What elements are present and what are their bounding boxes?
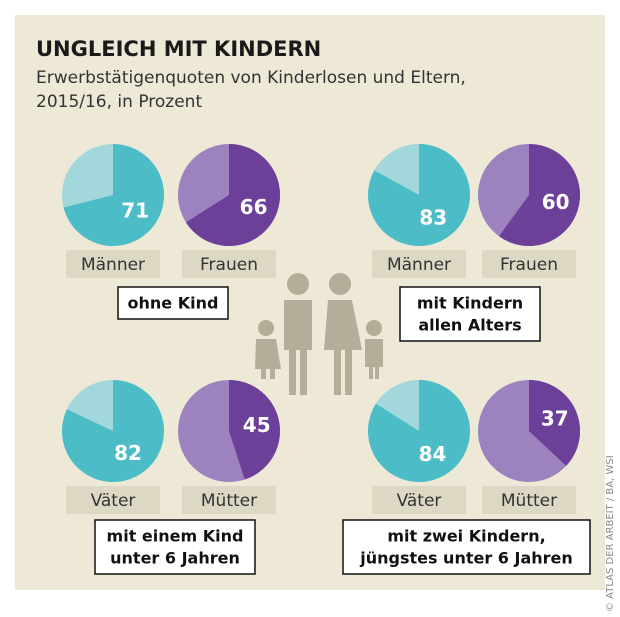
- value-label: 71: [121, 199, 149, 223]
- value-label: 82: [114, 441, 142, 465]
- pie-slice: [61, 380, 164, 482]
- pie-label: Väter: [397, 491, 442, 511]
- pie-slice: [185, 144, 280, 247]
- pie-slice: [368, 380, 471, 483]
- group-label: mit Kindern: [417, 294, 523, 313]
- pie-label: Männer: [81, 255, 145, 275]
- value-label: 37: [541, 406, 569, 430]
- group-label: unter 6 Jahren: [110, 549, 240, 568]
- label-box: [482, 250, 576, 278]
- group-label: allen Alters: [418, 316, 521, 335]
- pie-slice: [229, 380, 280, 480]
- pie-label: Frauen: [200, 255, 258, 275]
- group-label: ohne Kind: [128, 294, 219, 313]
- label-box: [66, 250, 160, 278]
- group-label: mit zwei Kindern,: [387, 527, 545, 546]
- group-box: [342, 519, 591, 575]
- pie-label: Frauen: [500, 255, 558, 275]
- group-box: [94, 519, 256, 575]
- family-icon: [255, 273, 383, 395]
- label-box: [372, 250, 466, 278]
- pie-slice: [367, 144, 471, 246]
- pie-label: Männer: [387, 255, 451, 275]
- value-label: 83: [419, 206, 447, 230]
- pie-slice: [529, 380, 581, 466]
- label-box: [66, 486, 160, 514]
- pie-label: Väter: [91, 491, 136, 511]
- label-box: [182, 486, 276, 514]
- label-box: [182, 250, 276, 278]
- value-label: 84: [419, 442, 447, 466]
- pie-slice: [499, 144, 581, 246]
- group-box: [117, 286, 229, 320]
- group-box: [399, 286, 541, 342]
- pie-label: Mütter: [201, 491, 257, 511]
- value-label: 60: [542, 190, 570, 214]
- title: UNGLEICH MIT KINDERN: [36, 37, 321, 61]
- label-box: [482, 486, 576, 514]
- subtitle: Erwerbstätigenquoten von Kinderlosen und…: [36, 68, 466, 88]
- value-label: 66: [240, 195, 268, 219]
- credit: © ATLAS DER ARBEIT / BA, WSI: [605, 455, 616, 612]
- label-box: [372, 486, 466, 514]
- pie-label: Mütter: [501, 491, 557, 511]
- group-label: mit einem Kind: [107, 527, 244, 546]
- group-label: jüngstes unter 6 Jahren: [359, 549, 573, 568]
- value-label: 45: [243, 413, 271, 437]
- pie-slice: [63, 144, 164, 247]
- subtitle: 2015/16, in Prozent: [36, 92, 202, 112]
